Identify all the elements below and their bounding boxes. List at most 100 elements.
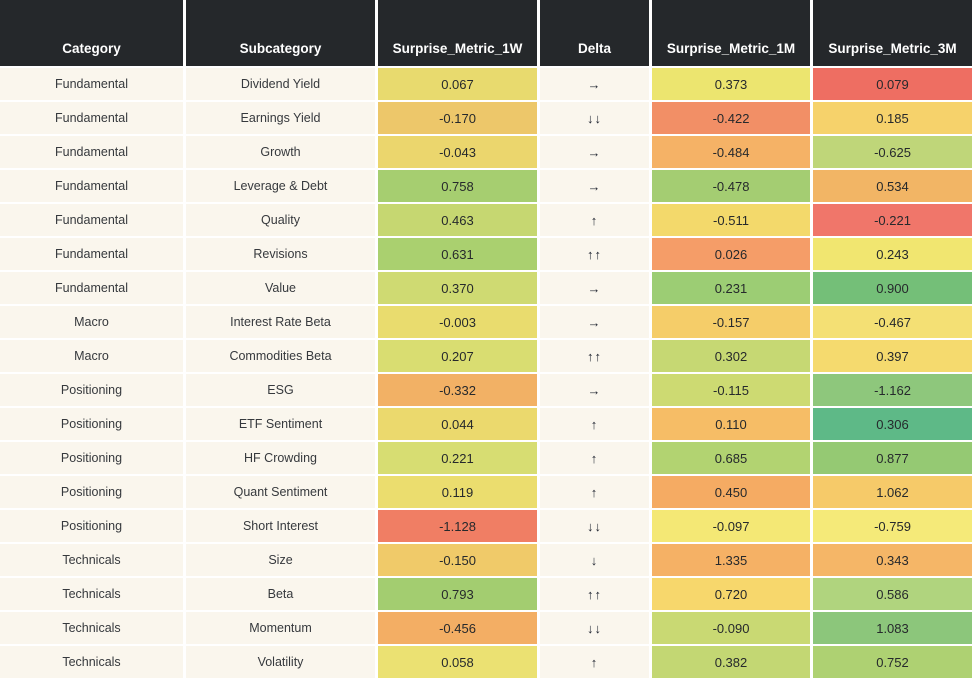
table-row: Fundamental Value 0.370 → 0.231 0.900 <box>0 272 972 306</box>
subcategory-cell: Beta <box>186 578 378 612</box>
surprise-metric-3m-cell: 0.306 <box>813 408 972 442</box>
surprise-metric-1m-cell: 0.231 <box>652 272 813 306</box>
surprise-metric-3m-cell: 0.185 <box>813 102 972 136</box>
delta-arrow-cell: → <box>540 170 652 204</box>
surprise-metric-1m-cell: 0.450 <box>652 476 813 510</box>
category-cell: Macro <box>0 340 186 374</box>
surprise-metric-3m-cell: 1.083 <box>813 612 972 646</box>
table-row: Technicals Size -0.150 ↓ 1.335 0.343 <box>0 544 972 578</box>
subcategory-cell: Leverage & Debt <box>186 170 378 204</box>
table-row: Technicals Volatility 0.058 ↑ 0.382 0.75… <box>0 646 972 680</box>
column-header-surprise-metric-3m: Surprise_Metric_3M <box>813 0 972 68</box>
table-row: Positioning HF Crowding 0.221 ↑ 0.685 0.… <box>0 442 972 476</box>
surprise-metric-1m-cell: -0.478 <box>652 170 813 204</box>
surprise-metric-3m-cell: -0.221 <box>813 204 972 238</box>
surprise-metric-3m-cell: 0.752 <box>813 646 972 680</box>
surprise-metric-3m-cell: 0.397 <box>813 340 972 374</box>
category-cell: Technicals <box>0 646 186 680</box>
surprise-metric-1w-cell: -0.043 <box>378 136 540 170</box>
delta-arrow-cell: → <box>540 374 652 408</box>
category-cell: Positioning <box>0 476 186 510</box>
category-cell: Fundamental <box>0 170 186 204</box>
surprise-metric-1m-cell: 0.685 <box>652 442 813 476</box>
subcategory-cell: Earnings Yield <box>186 102 378 136</box>
category-cell: Macro <box>0 306 186 340</box>
table-row: Macro Commodities Beta 0.207 ↑↑ 0.302 0.… <box>0 340 972 374</box>
table-row: Macro Interest Rate Beta -0.003 → -0.157… <box>0 306 972 340</box>
table-row: Positioning ETF Sentiment 0.044 ↑ 0.110 … <box>0 408 972 442</box>
surprise-metric-1m-cell: 0.026 <box>652 238 813 272</box>
table-body: Fundamental Dividend Yield 0.067 → 0.373… <box>0 68 972 680</box>
surprise-metric-3m-cell: -0.625 <box>813 136 972 170</box>
delta-arrow-cell: ↑ <box>540 476 652 510</box>
table-row: Fundamental Earnings Yield -0.170 ↓↓ -0.… <box>0 102 972 136</box>
category-cell: Positioning <box>0 442 186 476</box>
surprise-metric-1w-cell: 0.758 <box>378 170 540 204</box>
delta-arrow-cell: ↑ <box>540 408 652 442</box>
surprise-metric-1m-cell: 0.110 <box>652 408 813 442</box>
surprise-metric-1m-cell: 1.335 <box>652 544 813 578</box>
surprise-metric-1m-cell: 0.373 <box>652 68 813 102</box>
table-row: Positioning ESG -0.332 → -0.115 -1.162 <box>0 374 972 408</box>
delta-arrow-cell: ↓ <box>540 544 652 578</box>
surprise-metric-3m-cell: 0.079 <box>813 68 972 102</box>
surprise-metric-1w-cell: -0.170 <box>378 102 540 136</box>
table-row: Positioning Short Interest -1.128 ↓↓ -0.… <box>0 510 972 544</box>
surprise-metric-1m-cell: 0.382 <box>652 646 813 680</box>
delta-arrow-cell: ↑↑ <box>540 578 652 612</box>
delta-arrow-cell: ↑↑ <box>540 238 652 272</box>
delta-arrow-cell: ↑ <box>540 442 652 476</box>
surprise-metric-1m-cell: -0.422 <box>652 102 813 136</box>
surprise-metric-1w-cell: 0.067 <box>378 68 540 102</box>
category-cell: Fundamental <box>0 102 186 136</box>
category-cell: Technicals <box>0 612 186 646</box>
delta-arrow-cell: ↓↓ <box>540 612 652 646</box>
column-header-surprise-metric-1w: Surprise_Metric_1W <box>378 0 540 68</box>
table-row: Fundamental Growth -0.043 → -0.484 -0.62… <box>0 136 972 170</box>
surprise-metric-1w-cell: 0.793 <box>378 578 540 612</box>
column-header-delta: Delta <box>540 0 652 68</box>
surprise-metric-1m-cell: -0.511 <box>652 204 813 238</box>
table-row: Fundamental Quality 0.463 ↑ -0.511 -0.22… <box>0 204 972 238</box>
delta-arrow-cell: ↑ <box>540 646 652 680</box>
delta-arrow-cell: ↑ <box>540 204 652 238</box>
surprise-metric-1w-cell: -1.128 <box>378 510 540 544</box>
category-cell: Positioning <box>0 510 186 544</box>
delta-arrow-cell: ↓↓ <box>540 510 652 544</box>
surprise-metric-1w-cell: -0.332 <box>378 374 540 408</box>
surprise-metric-1w-cell: 0.119 <box>378 476 540 510</box>
surprise-metric-1w-cell: -0.150 <box>378 544 540 578</box>
surprise-metric-1w-cell: 0.463 <box>378 204 540 238</box>
surprise-metric-3m-cell: 0.534 <box>813 170 972 204</box>
surprise-metric-1m-cell: -0.097 <box>652 510 813 544</box>
surprise-metric-1m-cell: 0.720 <box>652 578 813 612</box>
surprise-metric-1w-cell: 0.631 <box>378 238 540 272</box>
subcategory-cell: HF Crowding <box>186 442 378 476</box>
table-header-row: Category Subcategory Surprise_Metric_1W … <box>0 0 972 68</box>
column-header-subcategory: Subcategory <box>186 0 378 68</box>
subcategory-cell: Quality <box>186 204 378 238</box>
table-row: Technicals Beta 0.793 ↑↑ 0.720 0.586 <box>0 578 972 612</box>
table-row: Fundamental Dividend Yield 0.067 → 0.373… <box>0 68 972 102</box>
subcategory-cell: Volatility <box>186 646 378 680</box>
subcategory-cell: Commodities Beta <box>186 340 378 374</box>
subcategory-cell: Revisions <box>186 238 378 272</box>
subcategory-cell: Momentum <box>186 612 378 646</box>
surprise-metric-3m-cell: 1.062 <box>813 476 972 510</box>
surprise-metric-1m-cell: -0.484 <box>652 136 813 170</box>
column-header-category: Category <box>0 0 186 68</box>
subcategory-cell: ESG <box>186 374 378 408</box>
category-cell: Technicals <box>0 544 186 578</box>
surprise-metric-1w-cell: -0.456 <box>378 612 540 646</box>
delta-arrow-cell: → <box>540 306 652 340</box>
delta-arrow-cell: → <box>540 136 652 170</box>
surprise-metric-3m-cell: 0.900 <box>813 272 972 306</box>
category-cell: Technicals <box>0 578 186 612</box>
surprise-metric-3m-cell: -0.467 <box>813 306 972 340</box>
table-row: Fundamental Leverage & Debt 0.758 → -0.4… <box>0 170 972 204</box>
surprise-metric-3m-cell: -0.759 <box>813 510 972 544</box>
column-header-surprise-metric-1m: Surprise_Metric_1M <box>652 0 813 68</box>
category-cell: Fundamental <box>0 272 186 306</box>
surprise-metric-1w-cell: 0.058 <box>378 646 540 680</box>
